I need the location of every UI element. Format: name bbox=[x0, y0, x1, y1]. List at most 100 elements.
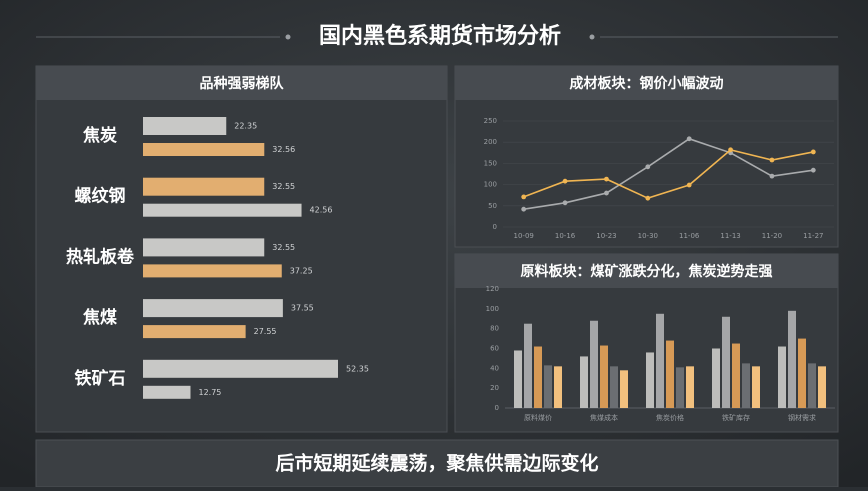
x-tick-label: 11-27 bbox=[803, 232, 823, 240]
value-label: 32.55 bbox=[272, 243, 295, 252]
x-tick-label: 10-30 bbox=[638, 232, 658, 240]
point bbox=[604, 190, 609, 196]
point bbox=[562, 178, 568, 184]
bar bbox=[620, 370, 628, 408]
x-tick-label: 10-09 bbox=[514, 232, 534, 240]
bar bbox=[656, 313, 664, 408]
bar bbox=[534, 346, 542, 408]
y-tick-label: 80 bbox=[490, 325, 499, 333]
point bbox=[686, 136, 692, 142]
y-tick-label: 100 bbox=[486, 305, 499, 313]
x-tick-label: 11-13 bbox=[720, 232, 740, 240]
y-tick-label: 250 bbox=[484, 117, 497, 125]
x-tick-label: 10-16 bbox=[555, 232, 576, 240]
point bbox=[686, 182, 692, 188]
title-dot bbox=[589, 34, 595, 40]
point bbox=[769, 173, 775, 179]
panel-header bbox=[455, 254, 838, 288]
bar bbox=[752, 366, 760, 408]
point bbox=[769, 157, 775, 163]
category-label: 铁矿石 bbox=[75, 368, 126, 389]
bar bbox=[722, 316, 730, 408]
bar bbox=[143, 238, 265, 257]
panel-header bbox=[36, 66, 447, 100]
bar bbox=[524, 323, 532, 408]
bar bbox=[143, 117, 227, 135]
bar bbox=[554, 366, 562, 408]
bar bbox=[143, 203, 302, 217]
x-tick-label: 原料煤价 bbox=[524, 413, 552, 422]
value-label: 27.55 bbox=[254, 327, 277, 336]
bar bbox=[742, 363, 750, 408]
point bbox=[562, 200, 568, 206]
bar bbox=[143, 299, 283, 318]
x-tick-label: 11-06 bbox=[679, 232, 700, 240]
bar bbox=[712, 348, 720, 408]
bar bbox=[544, 365, 552, 408]
bar bbox=[600, 345, 608, 408]
footer-text: 后市短期延续震荡，聚焦供需边际变化 bbox=[275, 452, 598, 475]
bar bbox=[143, 264, 282, 278]
x-tick-label: 铁矿库存 bbox=[722, 413, 750, 422]
bar bbox=[143, 359, 338, 378]
title-dot bbox=[285, 34, 291, 40]
bar bbox=[798, 338, 806, 408]
page-title: 国内黑色系期货市场分析 bbox=[319, 23, 561, 49]
y-tick-label: 0 bbox=[495, 404, 499, 412]
bar bbox=[732, 343, 740, 408]
panel-title: 成材板块：钢价小幅波动 bbox=[570, 75, 724, 92]
value-label: 22.35 bbox=[234, 122, 257, 131]
category-label: 螺纹钢 bbox=[75, 186, 126, 207]
line bbox=[523, 137, 814, 210]
x-tick-label: 钢材需求 bbox=[788, 413, 816, 422]
point bbox=[645, 195, 651, 201]
x-tick-label: 10-23 bbox=[596, 232, 616, 240]
bar bbox=[143, 177, 265, 196]
line bbox=[523, 148, 814, 200]
point bbox=[728, 147, 733, 153]
point bbox=[521, 194, 527, 200]
y-tick-label: 150 bbox=[484, 159, 497, 167]
value-label: 12.75 bbox=[198, 388, 221, 397]
point bbox=[521, 206, 527, 212]
value-label: 52.35 bbox=[346, 364, 369, 373]
y-tick-label: 40 bbox=[490, 364, 499, 372]
panel-title: 原料板块：煤矿涨跌分化，焦炭逆势走强 bbox=[521, 263, 773, 280]
footer-band bbox=[35, 439, 839, 488]
y-tick-label: 20 bbox=[490, 384, 499, 392]
bar bbox=[646, 352, 654, 408]
point bbox=[810, 167, 816, 173]
bar bbox=[143, 325, 246, 339]
bar bbox=[580, 356, 588, 408]
bar bbox=[143, 143, 265, 156]
bar bbox=[514, 350, 522, 408]
point bbox=[810, 149, 816, 155]
bar bbox=[788, 310, 796, 408]
y-tick-label: 200 bbox=[484, 138, 497, 146]
y-tick-label: 60 bbox=[490, 345, 499, 353]
point bbox=[645, 164, 651, 170]
panel-header bbox=[455, 66, 838, 100]
bar bbox=[666, 340, 674, 408]
category-label: 热轧板卷 bbox=[66, 246, 135, 267]
bar bbox=[610, 366, 618, 408]
value-label: 32.55 bbox=[272, 182, 295, 191]
bar bbox=[778, 346, 786, 408]
bar bbox=[818, 366, 826, 408]
y-tick-label: 100 bbox=[484, 181, 497, 189]
value-label: 32.56 bbox=[272, 145, 295, 154]
bar bbox=[686, 366, 694, 408]
x-tick-label: 焦炭价格 bbox=[656, 413, 684, 422]
y-tick-label: 50 bbox=[488, 202, 497, 210]
x-tick-label: 11-20 bbox=[762, 232, 782, 240]
bar bbox=[808, 363, 816, 408]
panel-title: 品种强弱梯队 bbox=[200, 75, 285, 92]
bar bbox=[590, 320, 598, 408]
bar bbox=[676, 367, 684, 408]
y-tick-label: 0 bbox=[493, 223, 497, 231]
value-label: 42.56 bbox=[310, 206, 333, 215]
bar bbox=[143, 385, 191, 399]
category-label: 焦煤 bbox=[82, 307, 117, 328]
